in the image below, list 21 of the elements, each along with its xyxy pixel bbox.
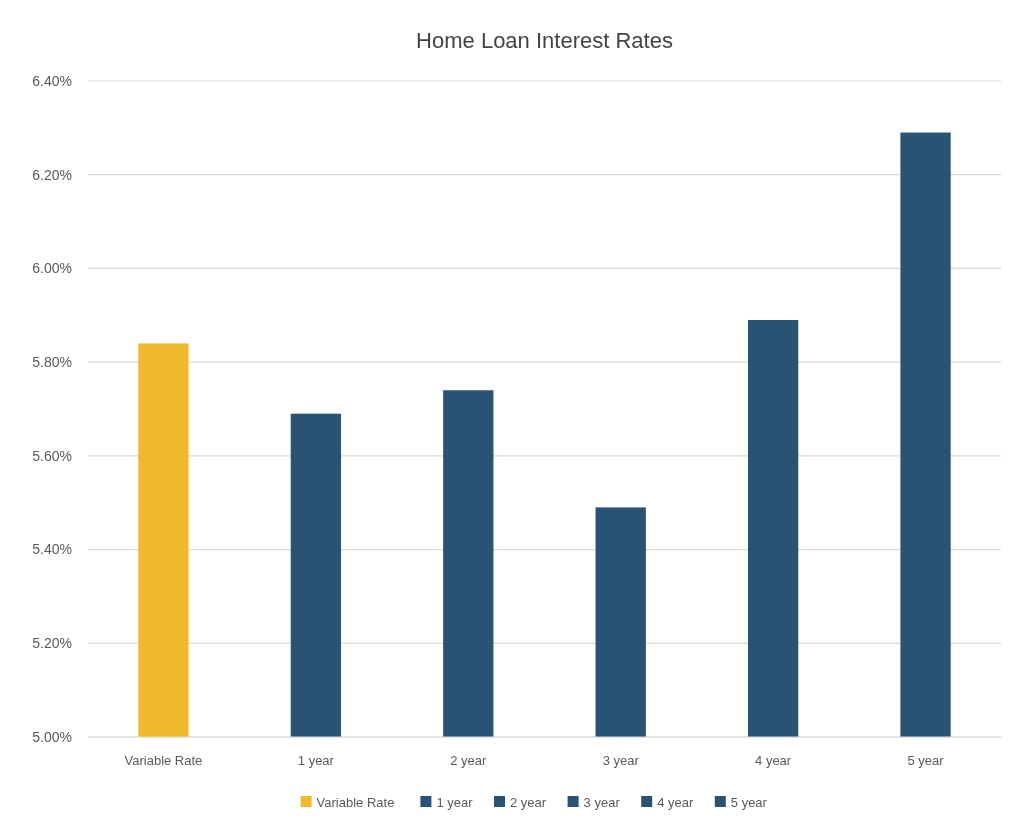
y-tick-label: 6.40% (32, 72, 72, 89)
y-tick-label: 5.60% (32, 447, 72, 464)
legend-label: 3 year (583, 794, 621, 810)
x-tick-label: 1 year (297, 753, 335, 768)
x-tick-label: Variable Rate (124, 753, 203, 768)
y-tick-label: 5.00% (32, 728, 72, 745)
legend-label: Variable Rate (316, 794, 395, 810)
legend-label: 5 year (730, 794, 768, 810)
x-tick-label: 2 year (450, 753, 488, 768)
x-tick-label: 5 year (907, 753, 945, 768)
legend-label: 2 year (510, 794, 547, 810)
y-tick-label: 5.80% (32, 354, 72, 371)
y-tick-label: 6.20% (32, 166, 72, 183)
x-tick-label: 4 year (755, 753, 792, 768)
y-tick-label: 5.40% (32, 541, 72, 558)
y-tick-label: 5.20% (32, 635, 72, 652)
legend-label: 4 year (657, 794, 694, 810)
x-tick-label: 3 year (602, 753, 640, 768)
legend-label: 1 year (436, 794, 474, 810)
y-tick-label: 6.00% (32, 260, 72, 277)
chart-title: Home Loan Interest Rates (416, 28, 673, 53)
